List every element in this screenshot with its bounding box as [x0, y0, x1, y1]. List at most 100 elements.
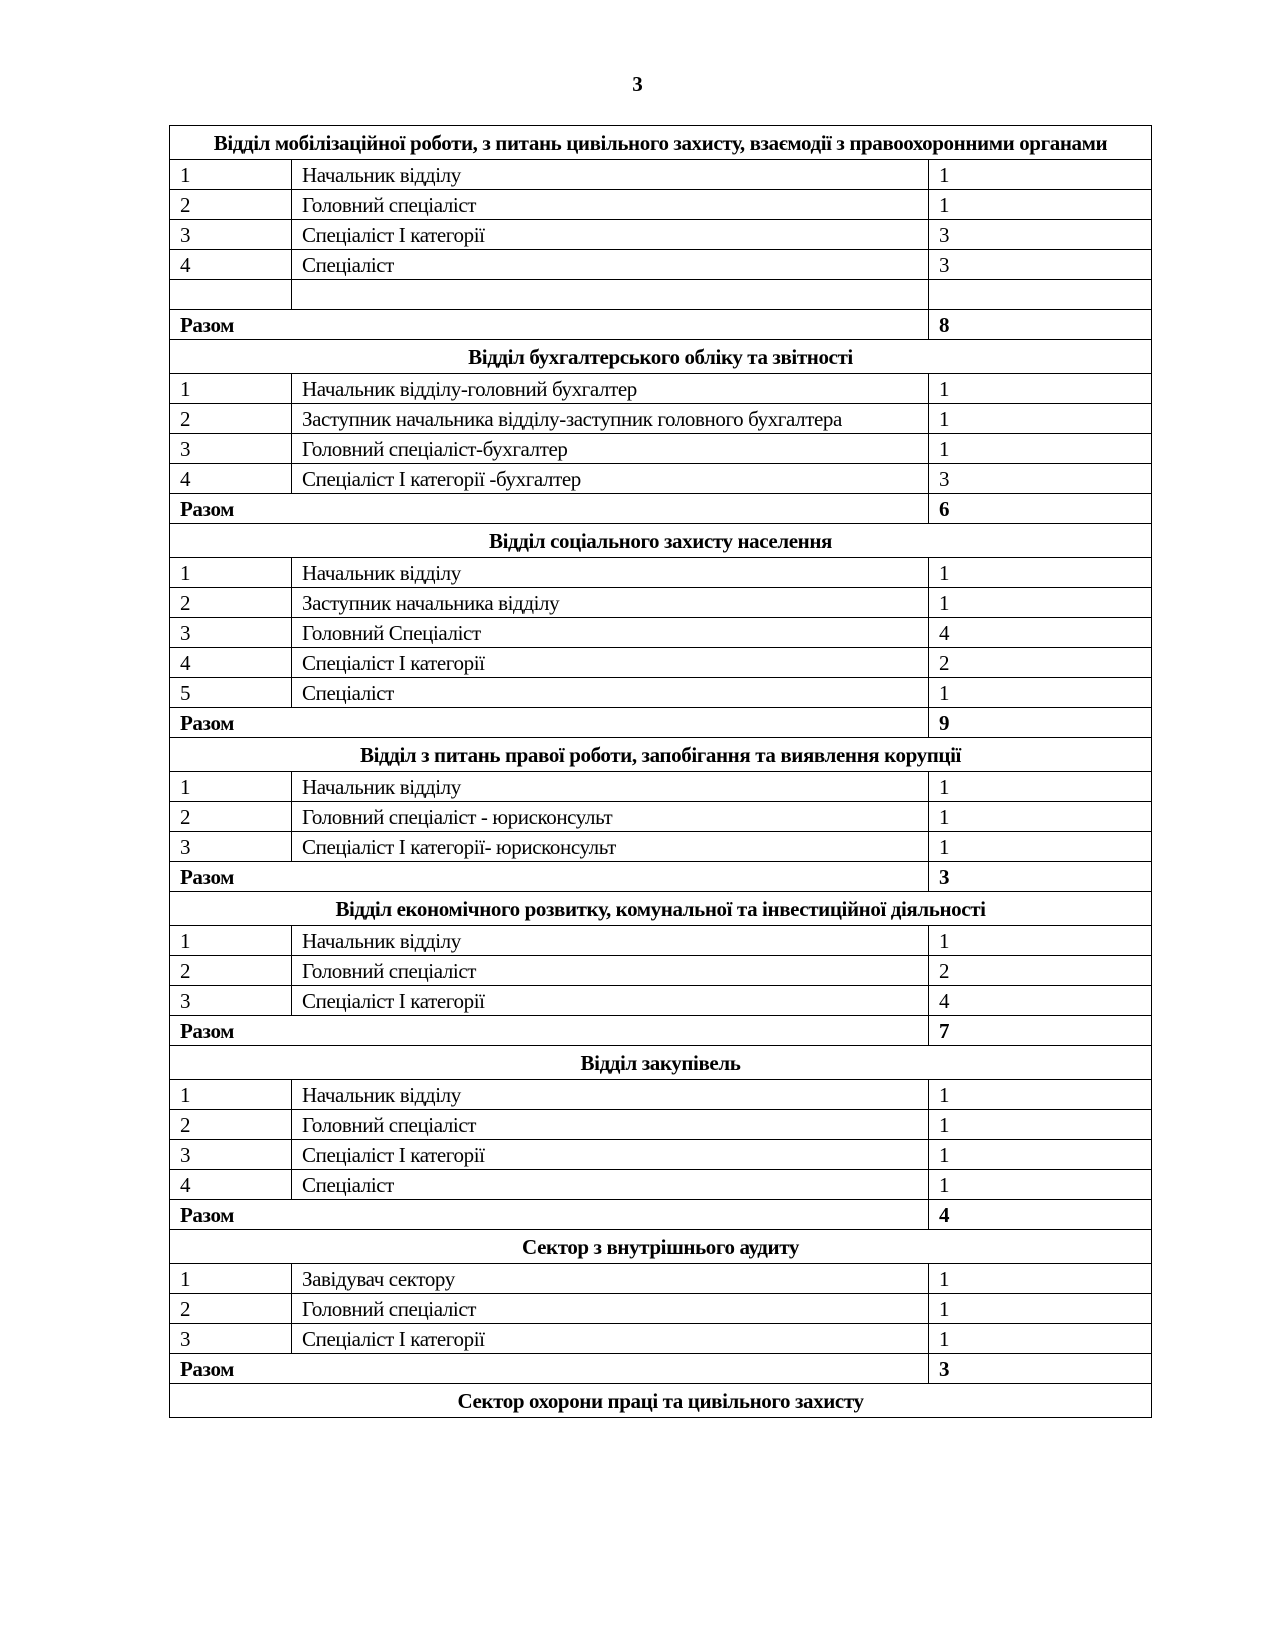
position-name: Завідувач сектору [291, 1263, 929, 1294]
section-title: Сектор з внутрішнього аудиту [169, 1229, 1152, 1264]
section-header-row: Відділ з питань правої роботи, запобіган… [169, 737, 1152, 772]
row-number [169, 279, 292, 310]
staff-count: 1 [928, 373, 1152, 404]
position-name: Спеціаліст І категорії [291, 647, 929, 678]
section-header-row: Відділ бухгалтерського обліку та звітнос… [169, 339, 1152, 374]
staff-count: 1 [928, 1323, 1152, 1354]
staff-count: 3 [928, 219, 1152, 250]
position-name: Головний спеціаліст [291, 189, 929, 220]
table-row: 4 Спеціаліст 1 [169, 1169, 1152, 1200]
table-row: 4 Спеціаліст 3 [169, 249, 1152, 280]
row-number: 4 [169, 249, 292, 280]
total-label: Разом [169, 493, 929, 524]
row-number: 3 [169, 985, 292, 1016]
position-name: Начальник відділу [291, 925, 929, 956]
table-row: 2 Головний спеціаліст 1 [169, 189, 1152, 220]
table-row: 3 Спеціаліст І категорії- юрисконсульт 1 [169, 831, 1152, 862]
position-name: Спеціаліст І категорії [291, 985, 929, 1016]
section-title: Відділ соціального захисту населення [169, 523, 1152, 558]
section-header-row: Сектор з внутрішнього аудиту [169, 1229, 1152, 1264]
position-name: Спеціаліст І категорії- юрисконсульт [291, 831, 929, 862]
total-label: Разом [169, 1015, 929, 1046]
position-name: Головний спеціаліст [291, 1109, 929, 1140]
total-row: Разом 7 [169, 1015, 1152, 1046]
table-row: 3 Спеціаліст І категорії 1 [169, 1139, 1152, 1170]
staff-count: 1 [928, 189, 1152, 220]
table-row: 1 Начальник відділу 1 [169, 925, 1152, 956]
row-number: 1 [169, 159, 292, 190]
staff-count: 3 [928, 249, 1152, 280]
row-number: 2 [169, 1293, 292, 1324]
row-number: 3 [169, 831, 292, 862]
position-name: Заступник начальника відділу-заступник г… [291, 403, 929, 434]
table-row: 3 Головний Спеціаліст 4 [169, 617, 1152, 648]
position-name: Начальник відділу [291, 1079, 929, 1110]
row-number: 2 [169, 1109, 292, 1140]
row-number: 3 [169, 1323, 292, 1354]
total-value: 3 [928, 1353, 1152, 1384]
staff-count: 1 [928, 1139, 1152, 1170]
total-value: 6 [928, 493, 1152, 524]
staff-count: 1 [928, 925, 1152, 956]
row-number: 3 [169, 1139, 292, 1170]
total-label: Разом [169, 707, 929, 738]
row-number: 4 [169, 647, 292, 678]
row-number: 5 [169, 677, 292, 708]
row-number: 2 [169, 189, 292, 220]
row-number: 4 [169, 463, 292, 494]
table-row: 2 Заступник начальника відділу 1 [169, 587, 1152, 618]
section-title: Відділ бухгалтерського обліку та звітнос… [169, 339, 1152, 374]
total-row: Разом 3 [169, 1353, 1152, 1384]
section-title: Відділ з питань правої роботи, запобіган… [169, 737, 1152, 772]
staff-count: 4 [928, 617, 1152, 648]
staff-count: 1 [928, 1263, 1152, 1294]
section-title: Відділ закупівель [169, 1045, 1152, 1080]
total-row: Разом 6 [169, 493, 1152, 524]
position-name: Спеціаліст І категорії [291, 219, 929, 250]
table-row: 2 Головний спеціаліст - юрисконсульт 1 [169, 801, 1152, 832]
table-row [169, 279, 1152, 310]
section-title: Відділ мобілізаційної роботи, з питань ц… [169, 125, 1152, 160]
total-label: Разом [169, 861, 929, 892]
position-name: Заступник начальника відділу [291, 587, 929, 618]
total-row: Разом 8 [169, 309, 1152, 340]
position-name: Головний спеціаліст [291, 955, 929, 986]
section-title: Відділ економічного розвитку, комунально… [169, 891, 1152, 926]
staff-count: 1 [928, 1109, 1152, 1140]
table-row: 1 Завідувач сектору 1 [169, 1263, 1152, 1294]
position-name: Начальник відділу [291, 557, 929, 588]
total-value: 9 [928, 707, 1152, 738]
table-row: 4 Спеціаліст І категорії 2 [169, 647, 1152, 678]
table-row: 2 Головний спеціаліст 2 [169, 955, 1152, 986]
staff-count: 2 [928, 647, 1152, 678]
position-name: Спеціаліст [291, 249, 929, 280]
table-row: 1 Начальник відділу 1 [169, 1079, 1152, 1110]
position-name [291, 279, 929, 310]
table-row: 1 Начальник відділу 1 [169, 159, 1152, 190]
total-row: Разом 3 [169, 861, 1152, 892]
position-name: Спеціаліст [291, 1169, 929, 1200]
row-number: 4 [169, 1169, 292, 1200]
position-name: Начальник відділу-головний бухгалтер [291, 373, 929, 404]
staff-count: 1 [928, 433, 1152, 464]
position-name: Начальник відділу [291, 771, 929, 802]
table-row: 1 Начальник відділу-головний бухгалтер 1 [169, 373, 1152, 404]
staff-count: 2 [928, 955, 1152, 986]
staff-count: 1 [928, 159, 1152, 190]
row-number: 3 [169, 617, 292, 648]
position-name: Спеціаліст І категорії [291, 1323, 929, 1354]
row-number: 2 [169, 955, 292, 986]
staff-count: 1 [928, 801, 1152, 832]
table-row: 4 Спеціаліст І категорії -бухгалтер 3 [169, 463, 1152, 494]
staff-count: 1 [928, 677, 1152, 708]
table-row: 3 Спеціаліст І категорії 4 [169, 985, 1152, 1016]
table-row: 3 Спеціаліст І категорії 1 [169, 1323, 1152, 1354]
page-number: 3 [632, 72, 643, 96]
row-number: 2 [169, 587, 292, 618]
table-row: 3 Спеціаліст І категорії 3 [169, 219, 1152, 250]
row-number: 3 [169, 433, 292, 464]
staff-count: 1 [928, 1169, 1152, 1200]
staff-count: 1 [928, 557, 1152, 588]
staff-table: Відділ мобілізаційної роботи, з питань ц… [169, 125, 1152, 1418]
